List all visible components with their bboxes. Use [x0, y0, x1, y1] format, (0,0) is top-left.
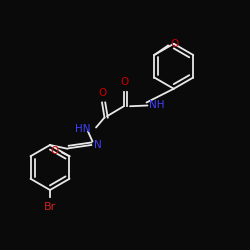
- Text: O: O: [120, 77, 128, 87]
- Text: N: N: [94, 140, 102, 149]
- Text: Br: Br: [44, 202, 56, 212]
- Text: O: O: [170, 39, 178, 49]
- Text: O: O: [50, 146, 58, 156]
- Text: O: O: [98, 88, 107, 98]
- Text: HN: HN: [75, 124, 90, 134]
- Text: NH: NH: [150, 100, 165, 110]
